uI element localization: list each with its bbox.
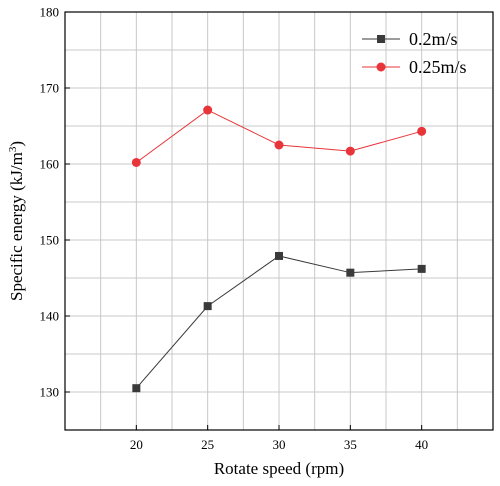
y-tick-label: 130: [40, 385, 60, 400]
legend-label: 0.25m/s: [409, 57, 467, 77]
x-tick-label: 40: [415, 437, 428, 452]
legend-label: 0.2m/s: [409, 29, 458, 49]
x-tick-label: 20: [130, 437, 143, 452]
data-point-square: [203, 302, 212, 311]
legend-item-1: 0.2m/s: [362, 29, 458, 49]
legend-marker-circle: [376, 62, 386, 72]
data-point-square: [417, 264, 426, 273]
data-point-circle: [131, 157, 141, 167]
y-axis-title-suffix: ): [7, 141, 26, 147]
data-point-square: [275, 251, 283, 260]
x-tick-label: 35: [344, 437, 357, 452]
axis-ticks: [65, 11, 423, 430]
series-layer: [131, 105, 427, 393]
data-point-circle: [203, 105, 213, 115]
x-tick-labels: 20 25 30 35 40: [130, 437, 428, 452]
y-axis-title-main: Specific energy (kJ/m: [7, 152, 26, 301]
data-point-circle: [274, 140, 284, 150]
data-point-square: [132, 384, 141, 393]
data-point-circle: [417, 126, 427, 136]
y-tick-label: 150: [40, 233, 60, 248]
y-tick-label: 160: [40, 157, 60, 172]
y-tick-label: 180: [40, 5, 60, 20]
y-axis-title: Specific energy (kJ/m3): [7, 141, 26, 301]
y-tick-label: 140: [40, 309, 60, 324]
y-tick-label: 170: [40, 81, 60, 96]
x-tick-label: 25: [201, 437, 214, 452]
y-axis-title-superscript: 3: [7, 146, 19, 152]
x-axis-title: Rotate speed (rpm): [214, 459, 344, 478]
y-tick-labels: 130 140 150 160 170 180: [40, 5, 60, 400]
series-2: [131, 105, 427, 167]
legend-marker-square: [377, 35, 385, 43]
data-point-square: [346, 268, 355, 277]
legend: 0.2m/s 0.25m/s: [362, 29, 467, 77]
series-1: [132, 251, 426, 393]
x-tick-label: 30: [273, 437, 286, 452]
legend-item-2: 0.25m/s: [362, 57, 467, 77]
data-point-circle: [345, 146, 355, 156]
